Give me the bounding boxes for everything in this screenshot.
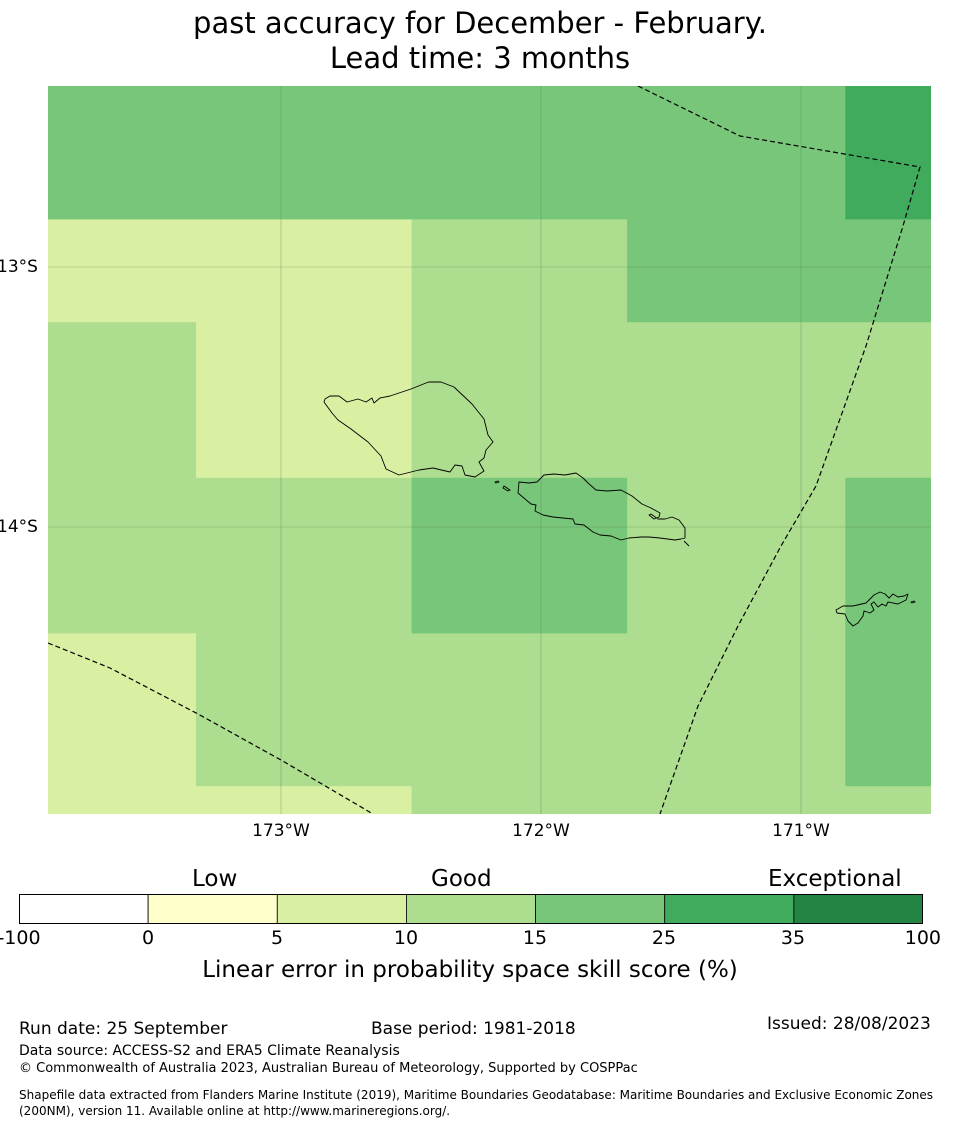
upolu-islet-2 [494,480,500,484]
eez-boundaries [48,86,921,814]
copyright: © Commonwealth of Australia 2023, Austra… [19,1061,638,1076]
colorbar-tick: 25 [651,927,677,949]
skill-cell [411,633,846,814]
tutuila-island [835,591,909,627]
colorbar-bin [276,894,407,924]
issued-date: Issued: 28/08/2023 [767,1014,931,1034]
lon-label-171w: 171°W [772,821,830,841]
aunuu-islet [910,600,916,604]
eez-boundary-east [637,86,921,814]
colorbar-bin [664,894,795,924]
colorbar-bin [793,894,923,924]
skill-cell [845,477,931,634]
eez-boundary-southwest [48,642,374,814]
colorbar-bin [535,894,666,924]
colorbar-label: Linear error in probability space skill … [202,957,738,983]
skill-cell [627,86,846,220]
lat-label-14s: 14°S [0,517,38,537]
skill-grid [48,86,931,814]
skill-cell [845,786,931,814]
skill-cell [48,219,197,323]
colorbar-tick: 5 [270,927,284,949]
skill-cell [48,86,413,220]
skill-cell [196,786,413,814]
skill-cell [196,477,413,634]
skill-cell [411,219,628,323]
data-source: Data source: ACCESS-S2 and ERA5 Climate … [19,1043,400,1059]
skill-cell [411,322,931,479]
colorbar-category-exceptional: Exceptional [768,866,902,892]
skill-cell [48,477,197,634]
colorbar-category-good: Good [431,866,492,892]
colorbar-tick: 100 [904,927,941,949]
map-title-line1: past accuracy for December - February. [193,6,767,40]
skill-cell [627,477,846,634]
colorbar-bin [406,894,536,924]
colorbar-category-low: Low [192,866,238,892]
upolu-east-tip [683,540,690,547]
colorbar-tick: 10 [393,927,419,949]
lon-label-172w: 172°W [512,821,570,841]
run-date: Run date: 25 September [19,1019,228,1039]
skill-cell [411,86,628,220]
skill-cell [48,322,197,479]
skill-cell [845,633,931,787]
colorbar-tick: -100 [0,927,41,949]
colorbar [19,894,923,924]
colorbar-bin [19,894,149,924]
colorbar-tick: 0 [141,927,155,949]
skill-map [48,86,931,814]
upolu-islet [502,485,511,492]
shapefile-credit: Shapefile data extracted from Flanders M… [19,1088,934,1118]
upolu-island [517,472,686,541]
skill-cell [196,633,413,787]
colorbar-frame [19,894,923,924]
skill-cell [845,86,931,220]
skill-cell [627,219,931,323]
skill-cell [48,633,197,814]
savaii-island [323,381,494,478]
colorbar-tick: 15 [522,927,548,949]
lat-label-13s: 13°S [0,257,38,277]
skill-cell [196,219,413,323]
skill-cell [411,477,628,634]
colorbar-bin [147,894,278,924]
colorbar-tick: 35 [780,927,806,949]
skill-cell [196,322,413,479]
base-period: Base period: 1981-2018 [371,1019,576,1039]
lon-label-173w: 173°W [252,821,310,841]
islands [323,381,916,627]
graticule [48,86,931,814]
map-title-line2: Lead time: 3 months [329,41,631,75]
